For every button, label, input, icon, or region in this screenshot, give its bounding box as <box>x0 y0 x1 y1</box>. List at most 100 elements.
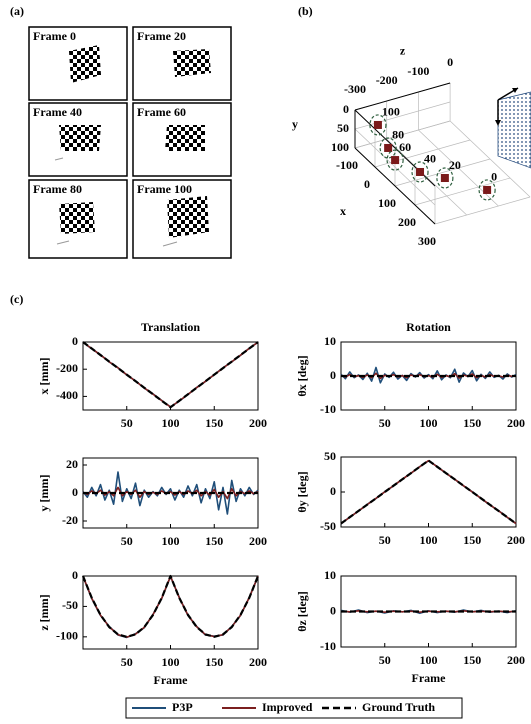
grid-line <box>354 128 436 206</box>
series-line <box>81 574 260 638</box>
y-tick-label: -10 <box>320 402 336 416</box>
y-tick-label: 10 <box>324 334 336 348</box>
x-tick-label: 50 <box>379 653 391 667</box>
checkerboard <box>59 125 101 151</box>
plot-3d: -1000100200300050100-300-200-1000xyz1008… <box>292 43 531 248</box>
legend-label: P3P <box>172 700 193 714</box>
x-tick-label: 100 <box>162 416 180 430</box>
x-tick-label: 100 <box>378 196 396 210</box>
x-tick-label: 200 <box>507 533 525 547</box>
line-chart: -20 0 20 50 100 150 200 y [mm] <box>37 457 267 548</box>
plot-frame <box>340 456 517 528</box>
x-tick-label: 300 <box>418 234 436 248</box>
x-tick-label: 200 <box>249 534 267 548</box>
x-tick-label: 0 <box>364 177 370 191</box>
x-tick-label: -100 <box>336 158 358 172</box>
x-tick-label: 200 <box>507 416 525 430</box>
x-tick-label: 50 <box>121 534 133 548</box>
camera-marker <box>373 120 382 129</box>
y-tick-label: -50 <box>320 519 336 533</box>
grid-line <box>394 158 491 187</box>
y-tick-label: -100 <box>56 629 78 643</box>
x-tick-label: 100 <box>420 653 438 667</box>
x-tick-label: 100 <box>420 533 438 547</box>
frame-number: 80 <box>392 128 404 142</box>
y-tick-label: -200 <box>56 361 78 375</box>
chart-title: Rotation <box>406 320 451 334</box>
panel-label: (b) <box>298 4 313 18</box>
x-axis-label: Frame <box>154 673 189 687</box>
x-axis-label: x <box>340 204 346 218</box>
x-tick-label: 150 <box>463 416 481 430</box>
y-axis-label: y [mm] <box>37 475 51 512</box>
y-axis-label: x [mm] <box>37 358 51 395</box>
z-tick-label: -300 <box>344 82 366 96</box>
frame: Frame 20 <box>132 26 232 101</box>
frame-number: 0 <box>491 170 497 184</box>
y-axis-label: θx [deg] <box>295 355 309 396</box>
chart-title: Translation <box>141 320 200 334</box>
arrow-head <box>512 88 518 93</box>
checkerboard <box>59 202 95 234</box>
highlight-ring <box>478 179 496 201</box>
plot-frame <box>82 575 259 650</box>
grid-line <box>374 139 471 168</box>
camera-marker <box>391 156 400 165</box>
x-tick-label: 200 <box>507 653 525 667</box>
y-tick-label: 0 <box>72 568 78 582</box>
frame-label: Frame 20 <box>137 29 186 43</box>
y-tick-label: 100 <box>331 140 349 154</box>
y-tick-label: -20 <box>62 513 78 527</box>
target-plane <box>497 91 531 169</box>
x-tick-label: 150 <box>463 533 481 547</box>
legend-label: Improved <box>262 700 313 714</box>
line-chart: -10 0 10 50 100 150 200 Rotation θx [deg] <box>295 320 525 430</box>
frame-number: 20 <box>449 158 461 172</box>
frame-number: 40 <box>424 152 436 166</box>
frame-number: 60 <box>399 140 411 154</box>
camera-marker <box>416 167 425 176</box>
z-tick-label: 0 <box>447 55 453 69</box>
frame-label: Frame 40 <box>33 105 82 119</box>
y-axis-label: z [mm] <box>37 594 51 630</box>
frame-label: Frame 60 <box>137 105 186 119</box>
line-chart: -50 0 50 50 100 150 200 θy [deg] <box>295 449 525 547</box>
highlight-ring <box>369 114 387 136</box>
y-tick-label: -50 <box>62 598 78 612</box>
plot-frame <box>82 341 259 411</box>
x-tick-label: 150 <box>205 534 223 548</box>
y-tick-label: 0 <box>72 334 78 348</box>
x-tick-label: 200 <box>249 655 267 669</box>
x-tick-label: 150 <box>463 653 481 667</box>
frame-label: Frame 0 <box>33 29 76 43</box>
z-tick-label: -200 <box>376 73 398 87</box>
highlight-ring <box>436 167 454 189</box>
shadow <box>162 241 178 247</box>
series-line <box>82 341 259 409</box>
highlight-ring <box>386 149 404 171</box>
x-tick-label: 100 <box>162 655 180 669</box>
checkerboard <box>165 125 205 151</box>
y-axis-label: θz [deg] <box>295 591 309 632</box>
y-tick-label: 10 <box>324 568 336 582</box>
grid-line <box>449 120 531 198</box>
panel-label: (a) <box>10 4 24 18</box>
panel-label: (c) <box>10 292 23 306</box>
shadow <box>54 157 64 161</box>
line-chart: -10 0 10 50 100 150 200 θz [deg] Frame <box>295 568 525 685</box>
y-axis-label: θy [deg] <box>295 471 309 512</box>
axis-line <box>354 82 451 111</box>
x-tick-label: 50 <box>121 655 133 669</box>
y-tick-label: 20 <box>66 457 78 471</box>
camera-marker <box>483 185 492 194</box>
y-tick-label: 0 <box>343 102 349 116</box>
y-axis-label: y <box>292 117 298 131</box>
highlight-ring <box>379 137 397 159</box>
frame-number: 100 <box>382 105 400 119</box>
line-chart: -100 -50 0 50 100 150 200 z [mm] Frame <box>37 568 267 687</box>
y-tick-label: -400 <box>56 388 78 402</box>
axis-line <box>354 147 436 225</box>
y-tick-label: 0 <box>330 368 336 382</box>
x-tick-label: 50 <box>121 416 133 430</box>
